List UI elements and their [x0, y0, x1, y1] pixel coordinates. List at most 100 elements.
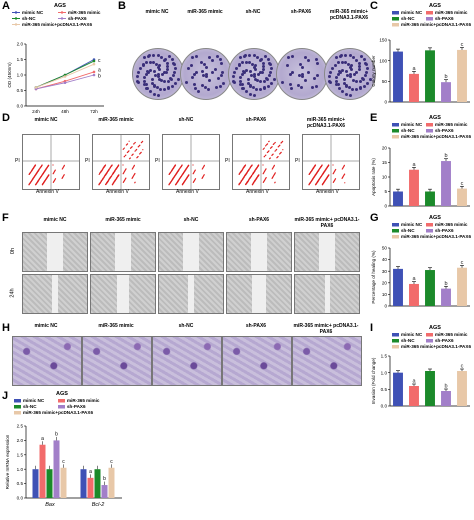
data-point — [92, 70, 96, 74]
condition-caption: miR-365 mimic — [105, 217, 141, 223]
event-point — [185, 178, 187, 180]
event-point — [274, 150, 276, 152]
event-point — [125, 177, 127, 179]
flow-cytometry-plot — [232, 134, 290, 190]
wound-image-0h — [90, 232, 156, 272]
legend-swatch — [392, 235, 399, 239]
event-point — [245, 173, 247, 175]
panel-label-e: E — [370, 112, 378, 124]
significance-label: a — [412, 162, 416, 168]
event-point — [34, 174, 36, 177]
event-point — [39, 166, 42, 168]
data-point — [92, 62, 96, 66]
event-point — [174, 164, 176, 166]
event-point — [99, 172, 101, 174]
event-point — [183, 171, 185, 173]
invasion-image — [292, 336, 362, 386]
condition-caption: sh-PAX6 — [290, 9, 312, 15]
y-tick-label: 2.0 — [17, 438, 24, 443]
chart-e: AGS mimic NC miR-365 mimic sh-NC sh-PAX6miR-… — [371, 115, 471, 209]
event-point — [126, 151, 128, 154]
event-point — [266, 151, 268, 154]
significance-label: a — [89, 469, 92, 475]
y-tick-label: 1.0 — [17, 73, 24, 78]
event-point — [240, 170, 242, 172]
invasion-panel: mimic NC miR-365 mimic sh-NC sh-PAX6 miR-365… — [8, 323, 364, 386]
condition-caption: miR-365 mimic+ pcDNA3.1-PAX6 — [306, 117, 346, 129]
event-point — [312, 177, 314, 180]
legend-label: sh-PAX6 — [435, 228, 454, 233]
legend-label: miR-365 mimic+pcDNA3.1-PAX6 — [22, 22, 92, 27]
legend-label: miR-365 mimic — [67, 398, 100, 403]
wound-image-0h — [158, 232, 224, 272]
event-point — [54, 169, 56, 171]
event-point — [37, 169, 40, 171]
y-tick-label: 15 — [382, 160, 388, 165]
event-point — [98, 173, 100, 176]
bar — [425, 50, 435, 102]
event-point — [102, 166, 105, 169]
event-point — [102, 177, 104, 180]
event-point — [133, 143, 135, 145]
event-point — [257, 164, 259, 167]
event-point — [108, 178, 110, 180]
timepoint-label: 24h — [9, 288, 16, 298]
event-point — [34, 164, 36, 166]
y-tick-label: 20 — [382, 146, 388, 151]
event-point — [182, 183, 184, 185]
y-tick-label: 5 — [384, 189, 387, 194]
event-point — [176, 181, 178, 183]
y-tick-label: 1.0 — [17, 467, 24, 472]
chart-title: AGS — [429, 115, 441, 121]
event-point — [111, 183, 114, 185]
event-point — [41, 164, 43, 166]
event-point — [309, 181, 312, 183]
event-point — [33, 176, 35, 178]
y-axis-label: Invasion (Fold change) — [371, 357, 376, 404]
event-point — [35, 173, 37, 175]
event-point — [263, 156, 265, 158]
legend-label: miR-365 mimic+pcDNA3.1-PAX6 — [401, 344, 471, 349]
event-point — [45, 178, 47, 180]
legend-swatch — [426, 339, 433, 343]
legend-label: sh-NC — [401, 338, 415, 343]
event-point — [109, 176, 111, 178]
event-point — [275, 149, 277, 151]
event-point — [314, 164, 316, 166]
condition-caption: sh-PAX6 — [245, 117, 267, 123]
event-point — [181, 164, 183, 166]
event-point — [318, 179, 320, 181]
bar — [409, 169, 419, 206]
wound-gap — [47, 233, 63, 271]
bar — [32, 469, 39, 498]
data-point — [92, 59, 96, 63]
event-point — [110, 175, 113, 177]
event-point — [44, 169, 46, 171]
y-tick-label: 1.5 — [381, 354, 388, 359]
condition-caption: sh-NC — [178, 323, 194, 329]
bar — [80, 469, 87, 498]
event-point — [185, 167, 187, 170]
event-point — [43, 171, 45, 173]
legend-label: sh-PAX6 — [435, 128, 454, 133]
chart-j: AGS mimic NC miR-365 mimic sh-NC sh-PAX6miR-… — [5, 391, 122, 508]
data-point — [63, 75, 67, 78]
event-point — [35, 183, 37, 185]
significance-label: b — [444, 281, 447, 287]
legend-label: mimic NC — [401, 122, 423, 127]
legend-label: miR-365 mimic+pcDNA3.1-PAX6 — [23, 410, 93, 415]
event-point — [135, 149, 137, 151]
legend-label: mimic NC — [401, 332, 423, 337]
legend-marker — [14, 17, 18, 20]
event-point — [46, 166, 48, 169]
significance-label: a — [412, 276, 416, 282]
bar — [108, 467, 115, 498]
y-axis-label: OD (450nm) — [7, 62, 12, 88]
event-point — [178, 178, 181, 180]
wound-gap — [324, 275, 330, 313]
event-point — [274, 142, 276, 144]
significance-label: a — [41, 436, 44, 442]
condition-caption: mimic NC — [43, 217, 67, 223]
event-point — [265, 168, 267, 170]
event-point — [203, 164, 206, 167]
